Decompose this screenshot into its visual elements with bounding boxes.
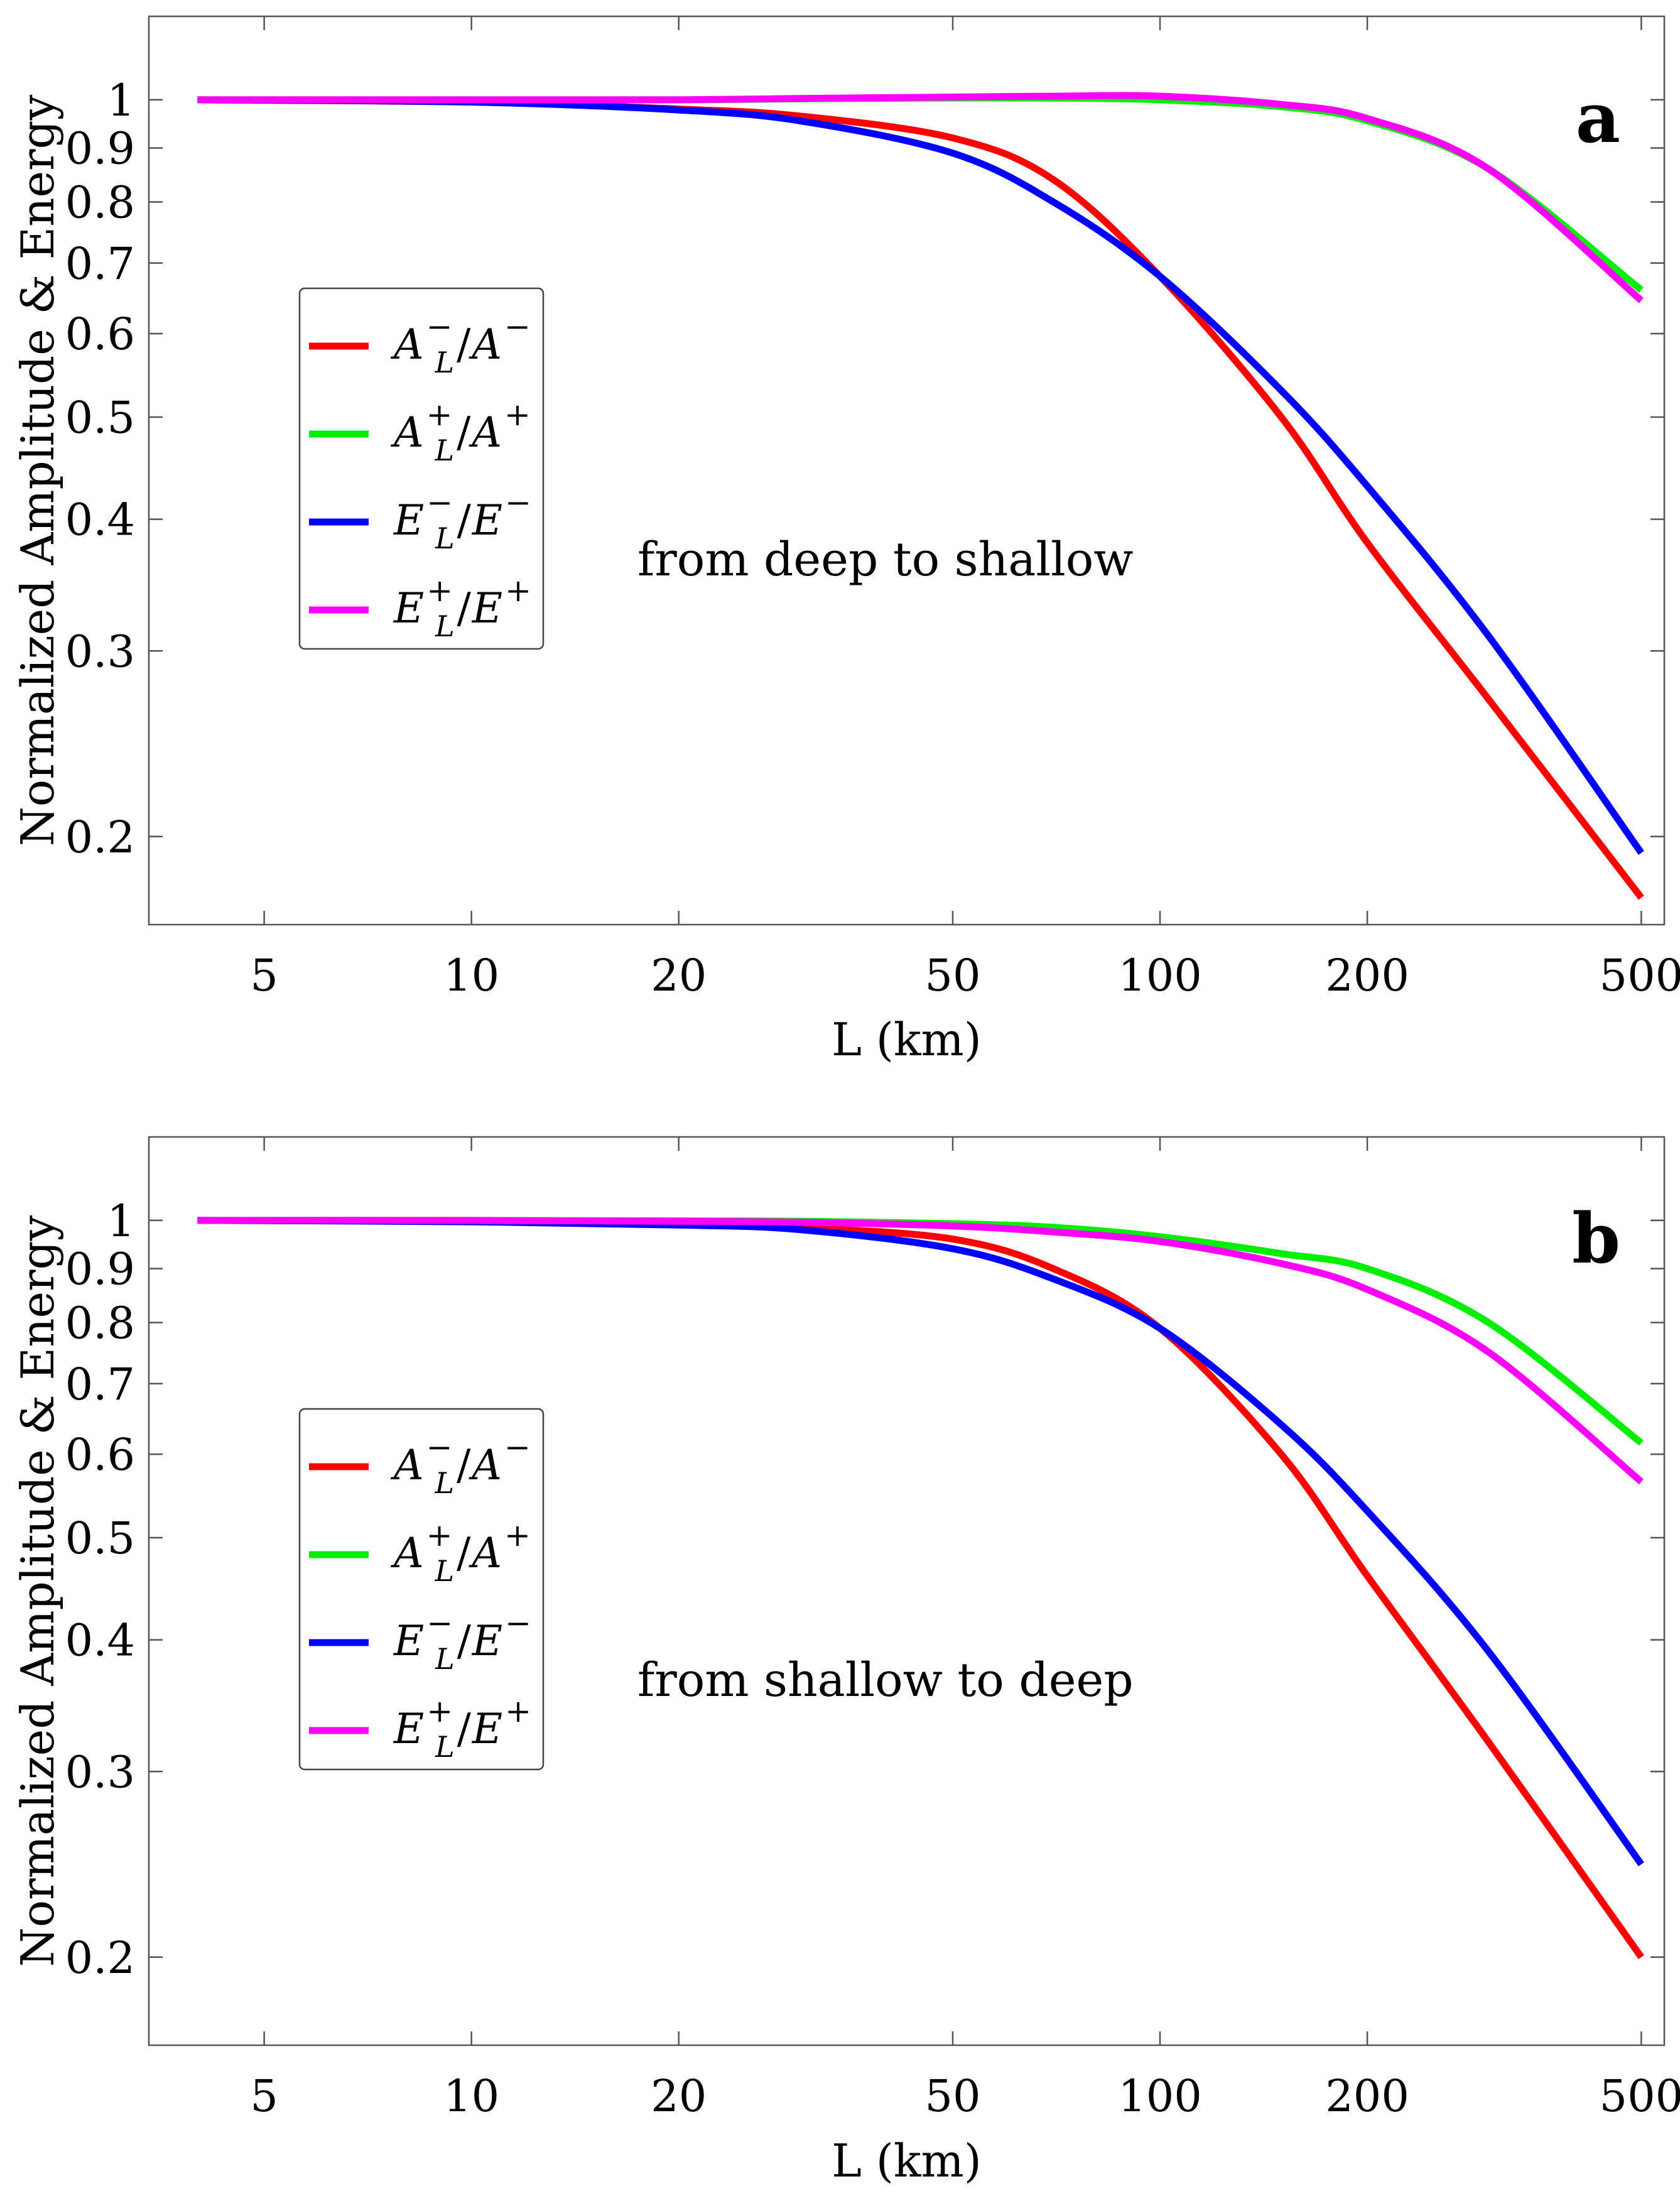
chart-panel-a: 5 10 20 50 100 200 500 0.2 0.3 0.4 0.5 0.6 0.7 0.80.9… bbox=[11, 15, 1680, 1066]
y-tick-label: 0.9 bbox=[65, 1244, 135, 1295]
y-tick-label: 0.6 bbox=[65, 1429, 135, 1481]
series-line-3 bbox=[197, 96, 1644, 855]
x-axis-label: L (km) bbox=[832, 2134, 982, 2187]
chart-panel-b: 5 10 20 50 100 200 500 0.2 0.3 0.4 0.5 0.6 0.7 0.80.9… bbox=[11, 1136, 1680, 2187]
annotation-text: from shallow to deep bbox=[637, 1653, 1134, 1707]
x-tick-label: 50 bbox=[924, 2070, 980, 2122]
legend-entry-label: E− L/E− bbox=[393, 484, 531, 555]
x-tick-label: 50 bbox=[924, 950, 980, 1001]
x-tick-label: 500 bbox=[1600, 950, 1680, 1001]
panel-label: b bbox=[1572, 1198, 1620, 1279]
y-tick-label: 0.8 bbox=[65, 1297, 135, 1349]
legend-entry-label: E+ L/E+ bbox=[393, 572, 531, 643]
y-tick-label: 1 bbox=[107, 1195, 135, 1247]
series-line-4 bbox=[197, 92, 1644, 303]
x-axis-label: L (km) bbox=[832, 1013, 982, 1066]
legend-entry-label: E− L/E− bbox=[393, 1605, 531, 1676]
legend-entry-label: A− L/A− bbox=[390, 308, 531, 379]
y-tick-label: 0.2 bbox=[65, 812, 135, 863]
legend-box bbox=[298, 1408, 545, 1771]
y-tick-label: 0.2 bbox=[65, 1932, 135, 1984]
x-tick-label: 200 bbox=[1325, 950, 1409, 1001]
legend: A− L/A− A+ L/A+ E− L/E− E+ L/E+ bbox=[298, 287, 545, 650]
x-tick-label: 500 bbox=[1600, 2070, 1680, 2122]
y-tick-label: 0.9 bbox=[65, 123, 135, 175]
series-line-2 bbox=[197, 94, 1644, 293]
y-tick-label: 0.7 bbox=[65, 238, 135, 290]
y-tick-label: 0.7 bbox=[65, 1359, 135, 1410]
x-tick-label: 5 bbox=[250, 2070, 278, 2122]
annotation-text: from deep to shallow bbox=[637, 533, 1134, 587]
x-tick-label: 200 bbox=[1325, 2070, 1409, 2122]
legend: A− L/A− A+ L/A+ E− L/E− E+ L/E+ bbox=[298, 1408, 545, 1771]
y-axis-label: Normalized Amplitude & Energy bbox=[11, 1215, 64, 1967]
y-tick-label: 0.3 bbox=[65, 1746, 135, 1798]
x-tick-label: 10 bbox=[443, 2070, 499, 2122]
legend-entry-label: A+ L/A+ bbox=[390, 396, 531, 467]
series-line-4 bbox=[197, 1217, 1644, 1485]
legend-box bbox=[298, 287, 545, 650]
legend-entry-label: A− L/A− bbox=[390, 1429, 531, 1500]
y-tick-label: 0.5 bbox=[65, 392, 135, 443]
x-tick-label: 10 bbox=[443, 950, 499, 1001]
plot-frame bbox=[148, 1136, 1666, 2046]
legend-entry-label: A+ L/A+ bbox=[390, 1517, 531, 1588]
y-tick-label: 0.4 bbox=[65, 494, 135, 546]
y-tick-label: 0.5 bbox=[65, 1513, 135, 1564]
y-axis-label: Normalized Amplitude & Energy bbox=[11, 94, 64, 846]
y-tick-label: 0.3 bbox=[65, 626, 135, 677]
y-tick-label: 0.4 bbox=[65, 1615, 135, 1666]
y-tick-label: 0.8 bbox=[65, 177, 135, 228]
y-tick-label: 1 bbox=[107, 75, 135, 126]
legend-entry-label: E+ L/E+ bbox=[393, 1693, 531, 1764]
panel-label: a bbox=[1576, 77, 1620, 158]
x-tick-label: 20 bbox=[651, 950, 707, 1001]
x-tick-label: 100 bbox=[1118, 950, 1202, 1001]
plot-frame bbox=[148, 15, 1666, 926]
x-tick-label: 5 bbox=[250, 950, 278, 1001]
x-tick-label: 100 bbox=[1118, 2070, 1202, 2122]
x-tick-label: 20 bbox=[651, 2070, 707, 2122]
y-tick-label: 0.6 bbox=[65, 308, 135, 360]
